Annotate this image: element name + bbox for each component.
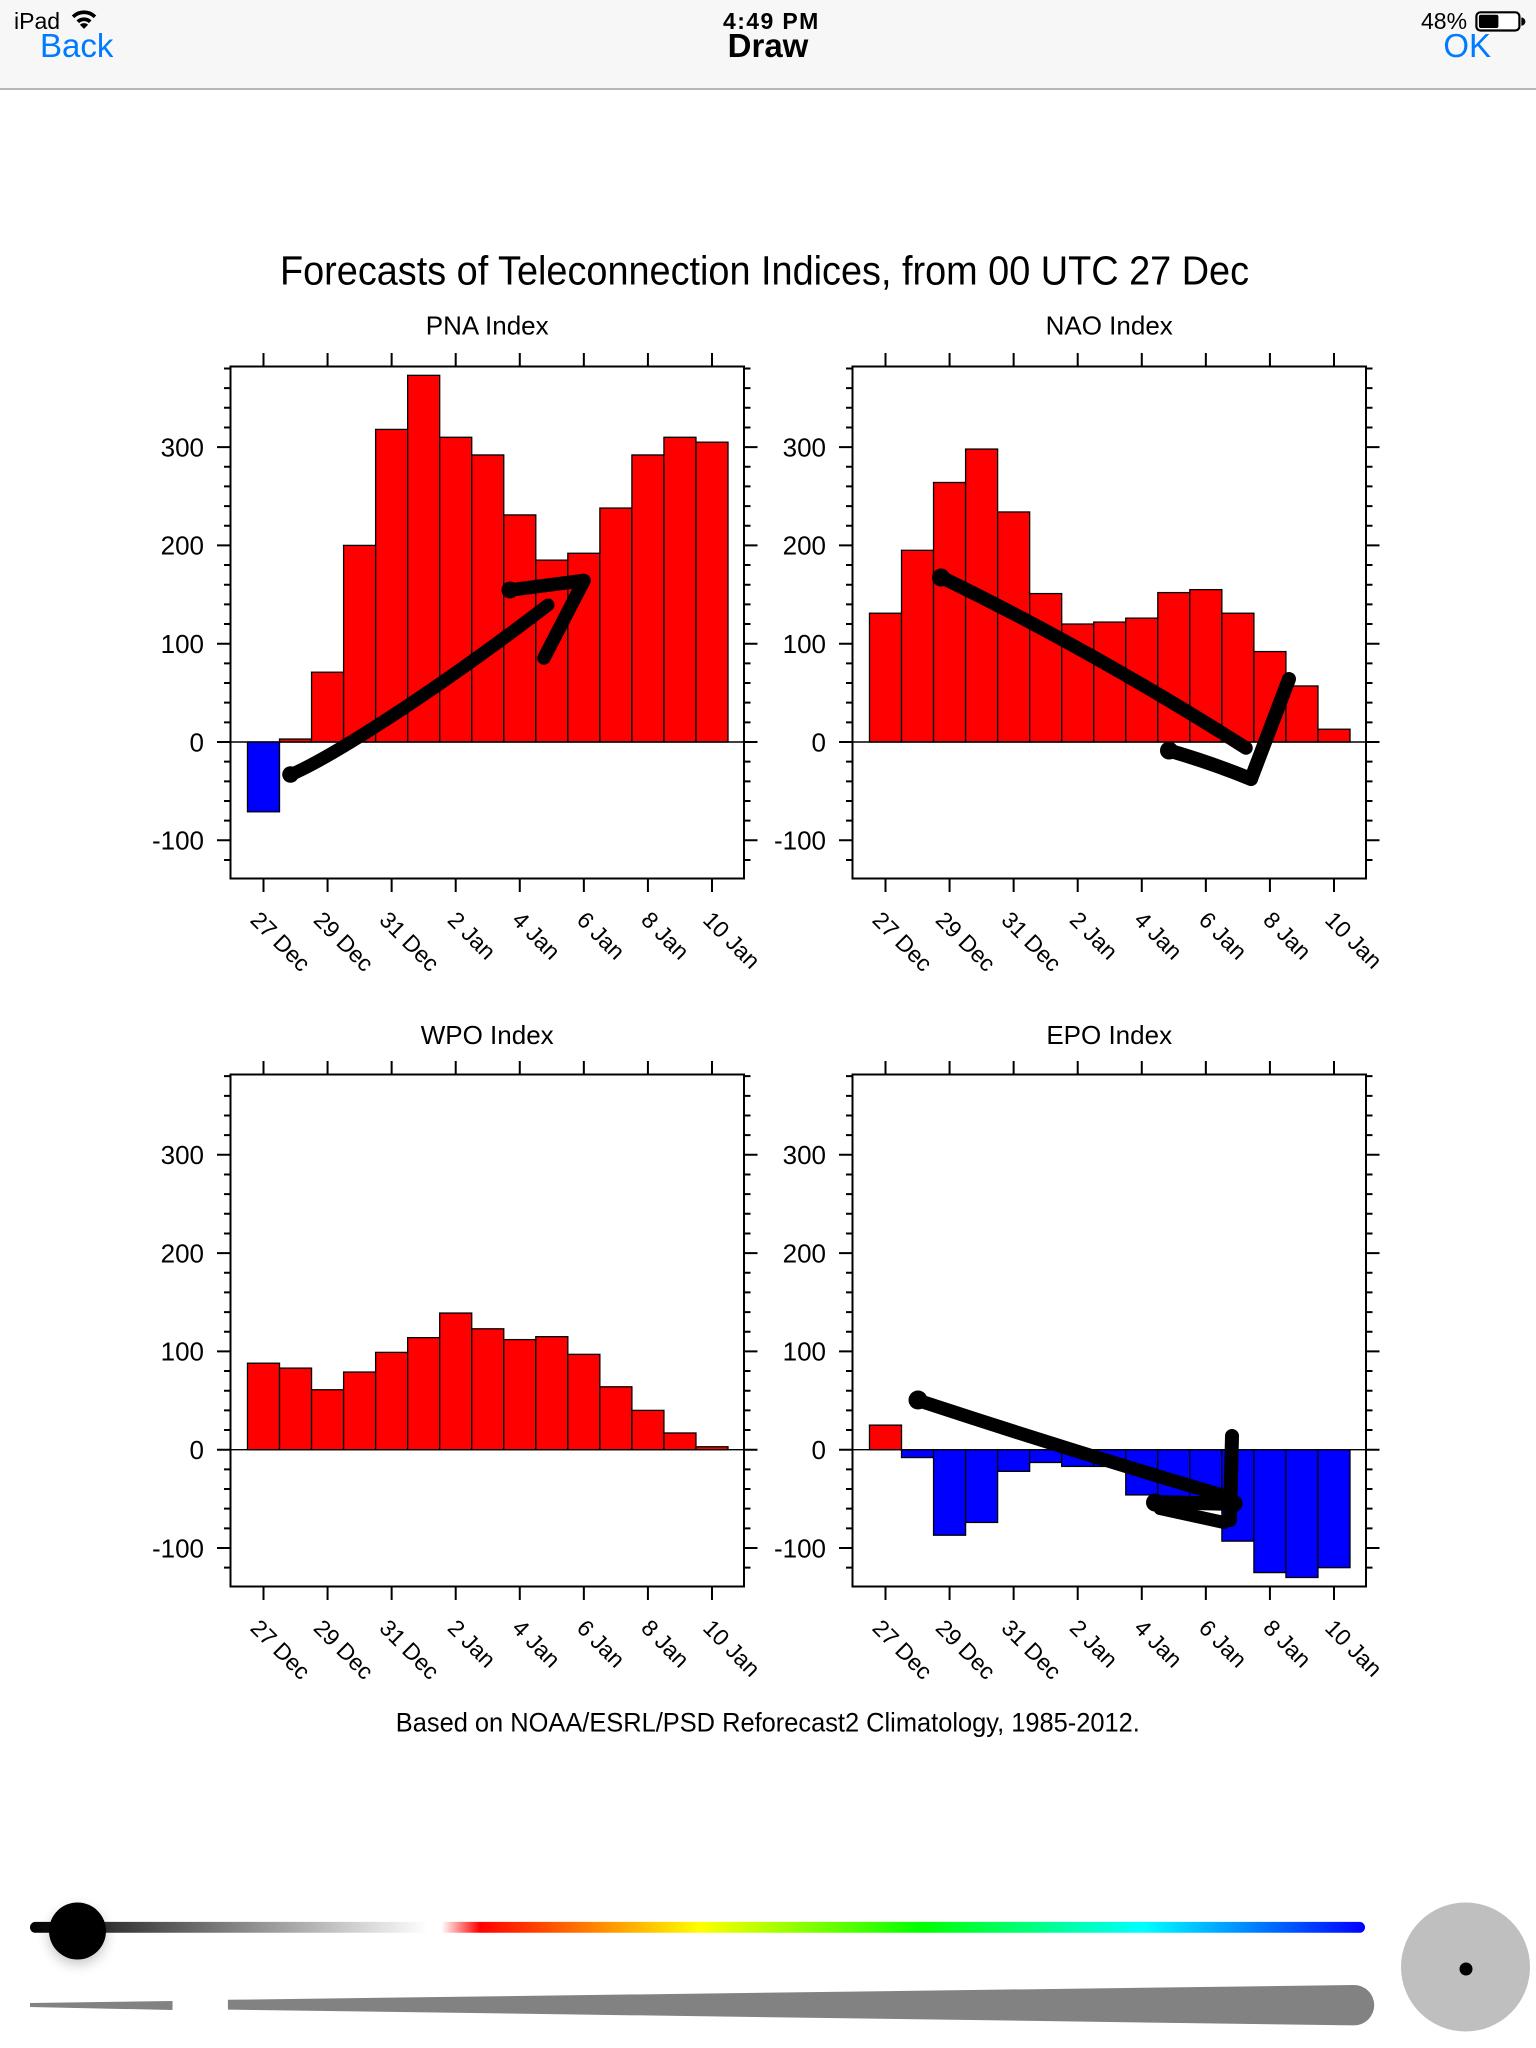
svg-text:27 Dec: 27 Dec [868, 906, 938, 976]
svg-text:10 Jan: 10 Jan [1320, 906, 1387, 973]
svg-text:0: 0 [190, 1435, 204, 1465]
svg-text:200: 200 [161, 1238, 204, 1268]
svg-text:-100: -100 [152, 826, 204, 856]
svg-text:29 Dec: 29 Dec [931, 1614, 1001, 1684]
svg-text:10 Jan: 10 Jan [1320, 1614, 1387, 1681]
svg-text:300: 300 [783, 432, 826, 462]
svg-text:0: 0 [190, 727, 204, 757]
svg-text:Based on NOAA/ESRL/PSD Reforec: Based on NOAA/ESRL/PSD Reforecast2 Clima… [396, 1708, 1140, 1738]
svg-text:200: 200 [161, 531, 204, 561]
svg-text:6 Jan: 6 Jan [572, 1614, 630, 1672]
svg-text:4 Jan: 4 Jan [1129, 1614, 1187, 1672]
svg-text:4 Jan: 4 Jan [1129, 906, 1187, 964]
svg-text:31 Dec: 31 Dec [375, 1614, 445, 1684]
svg-text:29 Dec: 29 Dec [309, 906, 379, 976]
svg-text:0: 0 [812, 727, 826, 757]
svg-text:-100: -100 [774, 826, 826, 856]
svg-text:100: 100 [161, 629, 204, 659]
svg-text:EPO Index: EPO Index [1046, 1020, 1172, 1050]
svg-text:2 Jan: 2 Jan [1065, 1614, 1123, 1672]
svg-text:4 Jan: 4 Jan [507, 906, 565, 964]
svg-text:200: 200 [783, 1238, 826, 1268]
svg-text:NAO Index: NAO Index [1046, 311, 1173, 341]
svg-text:300: 300 [161, 1140, 204, 1170]
svg-text:WPO Index: WPO Index [421, 1020, 554, 1050]
svg-text:4 Jan: 4 Jan [507, 1614, 565, 1672]
svg-text:100: 100 [783, 629, 826, 659]
svg-text:8 Jan: 8 Jan [636, 906, 694, 964]
svg-text:2 Jan: 2 Jan [1065, 906, 1123, 964]
svg-text:8 Jan: 8 Jan [636, 1614, 694, 1672]
svg-text:29 Dec: 29 Dec [309, 1614, 379, 1684]
svg-text:31 Dec: 31 Dec [997, 1614, 1067, 1684]
svg-text:8 Jan: 8 Jan [1258, 1614, 1316, 1672]
svg-text:6 Jan: 6 Jan [1194, 1614, 1252, 1672]
svg-text:27 Dec: 27 Dec [246, 1614, 316, 1684]
svg-text:27 Dec: 27 Dec [246, 906, 316, 976]
svg-text:Forecasts of Teleconnection In: Forecasts of Teleconnection Indices, fro… [280, 248, 1249, 294]
svg-text:8 Jan: 8 Jan [1258, 906, 1316, 964]
svg-text:29 Dec: 29 Dec [931, 906, 1001, 976]
svg-text:31 Dec: 31 Dec [997, 906, 1067, 976]
svg-text:100: 100 [161, 1337, 204, 1367]
svg-text:-100: -100 [152, 1533, 204, 1563]
svg-text:200: 200 [783, 531, 826, 561]
svg-text:300: 300 [161, 432, 204, 462]
svg-text:6 Jan: 6 Jan [1194, 906, 1252, 964]
svg-text:31 Dec: 31 Dec [375, 906, 445, 976]
svg-text:6 Jan: 6 Jan [572, 906, 630, 964]
svg-text:10 Jan: 10 Jan [698, 906, 765, 973]
svg-text:-100: -100 [774, 1533, 826, 1563]
svg-text:300: 300 [783, 1140, 826, 1170]
svg-text:10 Jan: 10 Jan [698, 1614, 765, 1681]
svg-text:PNA Index: PNA Index [426, 311, 549, 341]
svg-text:2 Jan: 2 Jan [443, 906, 501, 964]
svg-text:2 Jan: 2 Jan [443, 1614, 501, 1672]
svg-text:27 Dec: 27 Dec [868, 1614, 938, 1684]
svg-text:100: 100 [783, 1337, 826, 1367]
svg-text:0: 0 [812, 1435, 826, 1465]
